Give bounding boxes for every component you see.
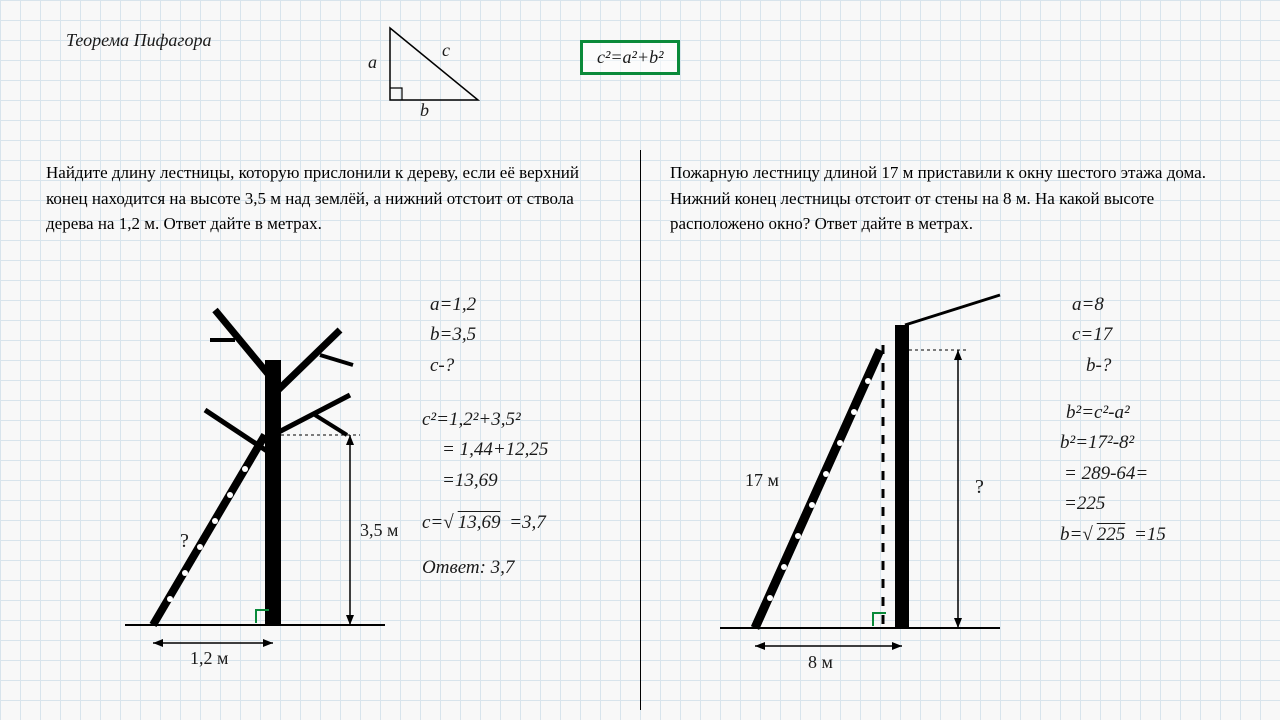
p2-unknown: ? (975, 476, 984, 499)
p1-sqrt-post: =3,7 (504, 512, 545, 533)
p2-sqrt-rad: 225 (1093, 524, 1130, 545)
p1-unknown: ? (180, 530, 189, 553)
p2-calc2: b²=17²-8² (1060, 428, 1166, 458)
p2-calc5: b=√225 =15 (1060, 520, 1166, 550)
p1-calc3: =13,69 (422, 466, 548, 496)
p2-b: b-? (1072, 351, 1112, 381)
problem2-given: a=8 c=17 b-? (1072, 290, 1112, 381)
problem1-text: Найдите длину лестницы, которую прислони… (46, 160, 606, 237)
p1-calc2: = 1,44+12,25 (422, 435, 548, 465)
p2-calc4: =225 (1060, 489, 1166, 519)
p1-a: a=1,2 (430, 290, 476, 320)
p1-right-angle (255, 609, 269, 623)
p1-answer: Ответ: 3,7 (422, 553, 548, 583)
label-c: c (442, 40, 450, 61)
p1-calc1: c²=1,2²+3,5² (422, 405, 548, 435)
p1-sqrt-pre: c=√ (422, 512, 454, 533)
problem1-diagram (115, 285, 415, 665)
problem1-calc: c²=1,2²+3,5² = 1,44+12,25 =13,69 c=√13,6… (422, 405, 548, 583)
problem1-given: a=1,2 b=3,5 c-? (430, 290, 476, 381)
p2-right-angle (872, 612, 886, 626)
p1-base-dim: 1,2 м (190, 648, 228, 669)
p1-height-dim: 3,5 м (360, 520, 398, 541)
p2-hyp-dim: 17 м (745, 470, 779, 491)
page-title: Теорема Пифагора (66, 30, 211, 51)
answer-label: Ответ: (422, 557, 486, 578)
p1-sqrt-rad: 13,69 (454, 512, 505, 533)
p2-calc1: b²=c²-a² (1060, 398, 1166, 428)
label-b: b (420, 100, 429, 121)
p1-c: c-? (430, 351, 476, 381)
p2-calc3: = 289-64= (1060, 459, 1166, 489)
column-divider (640, 150, 641, 710)
p2-a: a=8 (1072, 290, 1112, 320)
pythagoras-formula: c²=a²+b² (580, 40, 680, 75)
p1-b: b=3,5 (430, 320, 476, 350)
answer-value: 3,7 (491, 557, 515, 578)
label-a: a (368, 52, 377, 73)
p2-base-dim: 8 м (808, 652, 833, 673)
problem2-text: Пожарную лестницу длиной 17 м приставили… (670, 160, 1230, 237)
p2-sqrt-pre: b=√ (1060, 524, 1093, 545)
p2-sqrt-post: =15 (1129, 524, 1166, 545)
problem2-calc: b²=c²-a² b²=17²-8² = 289-64= =225 b=√225… (1060, 398, 1166, 550)
p1-calc4: c=√13,69 =3,7 (422, 508, 548, 538)
p2-c: c=17 (1072, 320, 1112, 350)
